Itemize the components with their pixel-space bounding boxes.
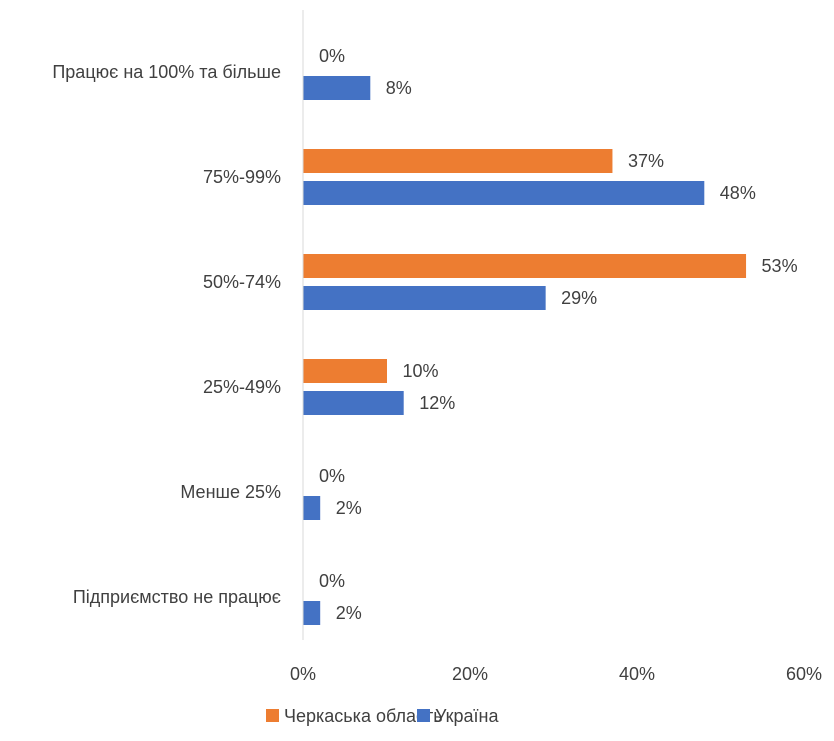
data-label: 48% <box>720 183 756 203</box>
category-label: Працює на 100% та більше <box>52 62 281 82</box>
bar-cherkasy-2 <box>303 254 747 278</box>
bar-ukraine-2 <box>303 286 546 310</box>
data-label: 0% <box>319 466 345 486</box>
bar-ukraine-4 <box>303 496 321 520</box>
data-label: 10% <box>403 361 439 381</box>
tick-labels-group: Працює на 100% та більше 75%-99% 50%-74% 25… <box>52 62 822 684</box>
data-label: 53% <box>762 256 798 276</box>
bar-ukraine-1 <box>303 181 705 205</box>
x-tick-label: 0% <box>290 664 316 684</box>
data-label: 37% <box>628 151 664 171</box>
category-label: Підприємство не працює <box>73 587 281 607</box>
data-label: 0% <box>319 571 345 591</box>
legend-label: Україна <box>435 706 499 726</box>
category-label: Менше 25% <box>180 482 281 502</box>
x-tick-label: 20% <box>452 664 488 684</box>
data-label: 2% <box>336 603 362 623</box>
data-label: 8% <box>386 78 412 98</box>
x-tick-label: 60% <box>786 664 822 684</box>
category-label: 50%-74% <box>203 272 281 292</box>
bars-group <box>303 76 747 625</box>
data-label: 29% <box>561 288 597 308</box>
bar-ukraine-5 <box>303 601 321 625</box>
bar-cherkasy-1 <box>303 149 613 173</box>
legend-swatch <box>417 709 430 722</box>
bar-ukraine-0 <box>303 76 371 100</box>
data-labels-group: 0% 8% 37% 48% 53% 29% 10% 12% 0% 2% 0% 2% <box>319 46 798 623</box>
x-tick-label: 40% <box>619 664 655 684</box>
category-label: 75%-99% <box>203 167 281 187</box>
bar-cherkasy-3 <box>303 359 387 383</box>
legend-label: Черкаська область <box>284 706 443 726</box>
data-label: 2% <box>336 498 362 518</box>
bar-ukraine-3 <box>303 391 404 415</box>
data-label: 12% <box>419 393 455 413</box>
category-label: 25%-49% <box>203 377 281 397</box>
data-label: 0% <box>319 46 345 66</box>
legend-swatch <box>266 709 279 722</box>
